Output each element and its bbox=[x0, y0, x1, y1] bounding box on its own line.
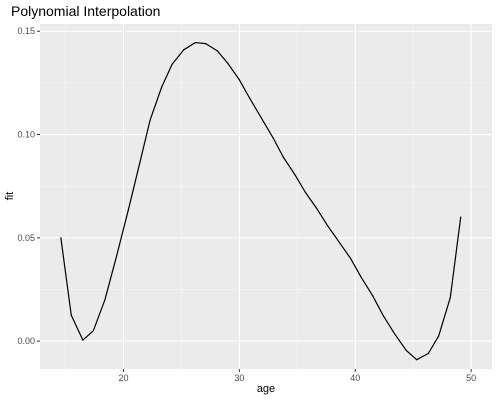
x-tick-label: 50 bbox=[466, 373, 476, 383]
data-point bbox=[127, 210, 129, 212]
major-gridlines bbox=[40, 24, 492, 369]
data-point bbox=[205, 43, 207, 45]
data-point bbox=[82, 339, 84, 341]
y-axis-ticks: 0.00 0.05 0.10 0.15 bbox=[17, 26, 40, 346]
y-tick-label: 0.10 bbox=[17, 130, 35, 140]
data-point bbox=[282, 156, 284, 158]
data-point bbox=[171, 63, 173, 65]
x-tick-label: 40 bbox=[350, 373, 360, 383]
minor-gridlines bbox=[40, 24, 492, 369]
data-point bbox=[183, 49, 185, 51]
y-axis-title: fit bbox=[4, 192, 16, 201]
data-point bbox=[372, 295, 374, 297]
data-point bbox=[438, 335, 440, 337]
data-point bbox=[460, 216, 462, 218]
data-point bbox=[382, 314, 384, 316]
data-point bbox=[272, 137, 274, 139]
data-point bbox=[427, 352, 429, 355]
data-point bbox=[161, 86, 163, 88]
data-point bbox=[360, 276, 362, 278]
data-point bbox=[316, 208, 318, 210]
data-point bbox=[350, 257, 352, 260]
data-point bbox=[104, 299, 106, 301]
data-point bbox=[92, 330, 94, 332]
y-tick-label: 0.15 bbox=[17, 26, 35, 36]
series-layer bbox=[60, 41, 462, 361]
data-point bbox=[70, 314, 72, 316]
data-point bbox=[249, 97, 251, 99]
y-tick-label: 0.00 bbox=[17, 336, 35, 346]
chart-title: Polynomial Interpolation bbox=[11, 3, 160, 19]
data-point bbox=[304, 191, 307, 193]
data-point bbox=[149, 119, 151, 121]
x-tick-label: 20 bbox=[118, 373, 128, 383]
data-point bbox=[238, 79, 240, 81]
data-point bbox=[216, 50, 218, 52]
x-axis-ticks: 20 30 40 50 bbox=[118, 369, 476, 383]
data-point bbox=[416, 359, 418, 361]
data-point bbox=[394, 333, 396, 335]
data-point bbox=[194, 41, 196, 44]
x-axis-title: age bbox=[257, 383, 275, 395]
x-tick-label: 30 bbox=[234, 373, 244, 383]
data-point bbox=[338, 241, 340, 243]
data-point bbox=[60, 237, 62, 239]
data-point bbox=[449, 297, 451, 299]
data-point bbox=[227, 62, 229, 64]
data-point bbox=[326, 224, 329, 227]
data-point bbox=[405, 349, 407, 352]
y-tick-label: 0.05 bbox=[17, 233, 35, 243]
plot-panel bbox=[40, 24, 492, 369]
data-point bbox=[115, 255, 118, 258]
data-point bbox=[294, 174, 296, 176]
data-point bbox=[139, 162, 141, 165]
data-point bbox=[260, 117, 262, 119]
